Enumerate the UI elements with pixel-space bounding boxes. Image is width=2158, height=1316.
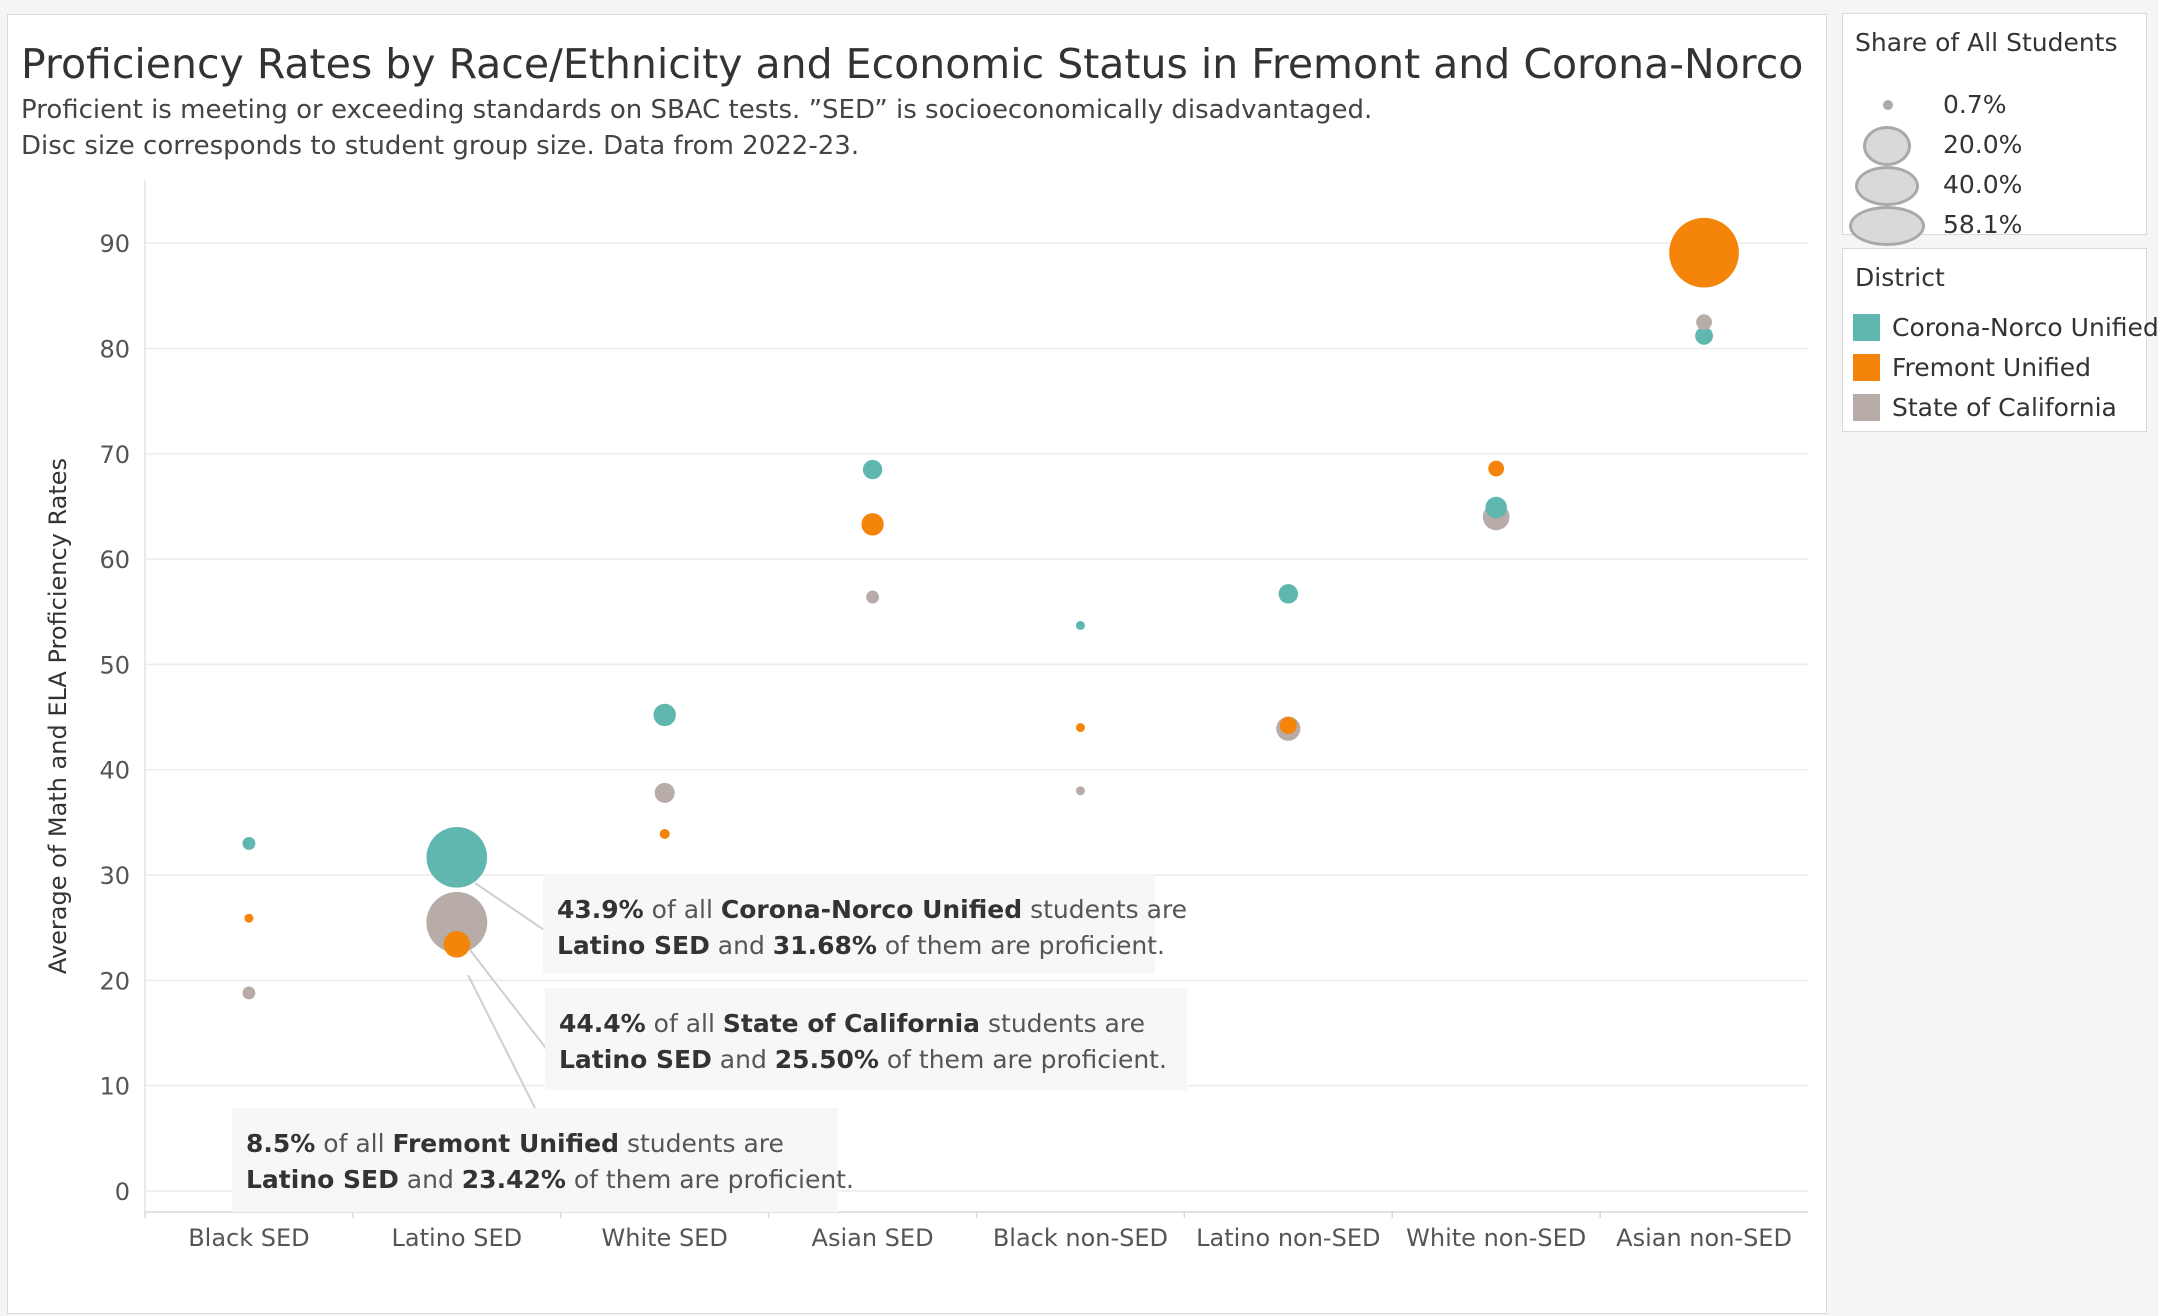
y-tick-label: 0 [115, 1178, 130, 1206]
callout-connector [474, 882, 551, 935]
data-point[interactable] [654, 782, 675, 803]
y-tick-label: 50 [99, 651, 130, 679]
data-points [242, 217, 1739, 1000]
x-tick-label: Latino SED [392, 1224, 523, 1252]
data-point[interactable] [1075, 786, 1085, 796]
data-point[interactable] [1488, 460, 1505, 477]
callouts: 43.9% of all Corona-Norco Unified studen… [232, 874, 1187, 1212]
data-point[interactable] [1485, 496, 1507, 519]
size-legend-item[interactable]: 40.0% [1843, 166, 2146, 206]
size-legend-label: 20.0% [1943, 130, 2023, 159]
data-point[interactable] [866, 590, 880, 604]
data-point[interactable] [443, 930, 471, 958]
y-tick-label: 20 [99, 967, 130, 995]
callout-line-2: Latino SED and 23.42% of them are profic… [246, 1165, 854, 1194]
callout-box [545, 988, 1187, 1090]
y-tick-label: 60 [99, 546, 130, 574]
callout-line-2: Latino SED and 25.50% of them are profic… [559, 1045, 1167, 1074]
x-tick-label: White SED [602, 1224, 728, 1252]
x-tick-label: Black SED [188, 1224, 309, 1252]
x-tick-label: Asian SED [812, 1224, 934, 1252]
callout-lines [467, 882, 553, 1109]
callout-box [543, 874, 1155, 974]
data-point[interactable] [862, 459, 883, 480]
data-point[interactable] [1695, 326, 1713, 345]
size-legend-item[interactable]: 20.0% [1843, 126, 2146, 166]
x-tick-label: Asian non-SED [1616, 1224, 1792, 1252]
chart-subtitle-line-1: Proficient is meeting or exceeding stand… [21, 95, 1373, 125]
legend-label: Fremont Unified [1892, 352, 2091, 382]
y-tick-label: 30 [99, 862, 130, 890]
size-disc-icon [1849, 206, 1925, 246]
data-point[interactable] [1075, 723, 1085, 733]
data-point[interactable] [1075, 620, 1085, 630]
y-tick-label: 40 [99, 757, 130, 785]
callout-box [232, 1108, 838, 1212]
size-legend-item[interactable]: 58.1% [1843, 206, 2146, 246]
size-legend-item[interactable]: 0.7% [1843, 86, 2146, 126]
callout-line-1: 43.9% of all Corona-Norco Unified studen… [557, 895, 1187, 924]
legend-label: Corona-Norco Unified [1892, 312, 2158, 342]
data-point[interactable] [426, 827, 488, 888]
legend-item-fremont[interactable]: Fremont Unified [1853, 349, 2091, 385]
data-point[interactable] [1279, 716, 1297, 735]
x-tick-label: White non-SED [1406, 1224, 1586, 1252]
size-disc-icon [1855, 166, 1919, 206]
y-tick-label: 80 [99, 335, 130, 363]
legend-item-california[interactable]: State of California [1853, 389, 2117, 425]
data-point[interactable] [242, 836, 256, 850]
size-legend-label: 58.1% [1943, 210, 2023, 239]
x-tick-label: Latino non-SED [1196, 1224, 1380, 1252]
data-point[interactable] [1696, 314, 1712, 331]
data-point[interactable] [1669, 217, 1739, 288]
data-point[interactable] [861, 513, 884, 536]
callout-line-1: 8.5% of all Fremont Unified students are [246, 1129, 784, 1158]
callout-connector [467, 974, 536, 1109]
district-legend: District Corona-Norco Unified Fremont Un… [1842, 248, 2158, 432]
color-swatch-icon [1853, 353, 1880, 381]
color-swatch-icon [1853, 313, 1880, 341]
x-tick-label: Black non-SED [993, 1224, 1168, 1252]
data-point[interactable] [659, 828, 670, 839]
size-disc-icon [1863, 126, 1911, 166]
color-swatch-icon [1853, 393, 1880, 421]
data-point[interactable] [242, 986, 256, 1000]
callout-line-1: 44.4% of all State of California student… [559, 1009, 1145, 1038]
callout-connector [469, 949, 553, 1057]
size-legend-title: Share of All Students [1855, 28, 2118, 57]
district-legend-title: District [1855, 263, 1945, 292]
y-tick-label: 90 [99, 230, 130, 258]
scatter-plot: 0 10 20 30 40 50 60 70 80 90 Average of Math and E… [44, 180, 1808, 1252]
size-legend: Share of All Students 0.7% 20.0% 40.0% 5… [1842, 13, 2147, 246]
data-point[interactable] [426, 891, 488, 953]
callout-line-2: Latino SED and 31.68% of them are profic… [557, 931, 1165, 960]
chart-subtitle-line-2: Disc size corresponds to student group s… [21, 131, 860, 161]
data-point[interactable] [244, 913, 254, 923]
size-disc-icon [1883, 100, 1893, 110]
size-legend-label: 40.0% [1943, 170, 2023, 199]
legend-item-corona-norco[interactable]: Corona-Norco Unified [1853, 309, 2158, 345]
y-tick-label: 70 [99, 441, 130, 469]
size-legend-label: 0.7% [1943, 90, 2007, 119]
legend-label: State of California [1892, 392, 2117, 422]
chart-title: Proficiency Rates by Race/Ethnicity and … [21, 40, 1804, 88]
y-tick-label: 10 [99, 1073, 130, 1101]
axes: 0 10 20 30 40 50 60 70 80 90 Average of Math and E… [44, 180, 1808, 1252]
y-axis-label: Average of Math and ELA Proficiency Rate… [44, 458, 72, 974]
data-point[interactable] [653, 703, 676, 727]
data-point[interactable] [1278, 584, 1299, 604]
